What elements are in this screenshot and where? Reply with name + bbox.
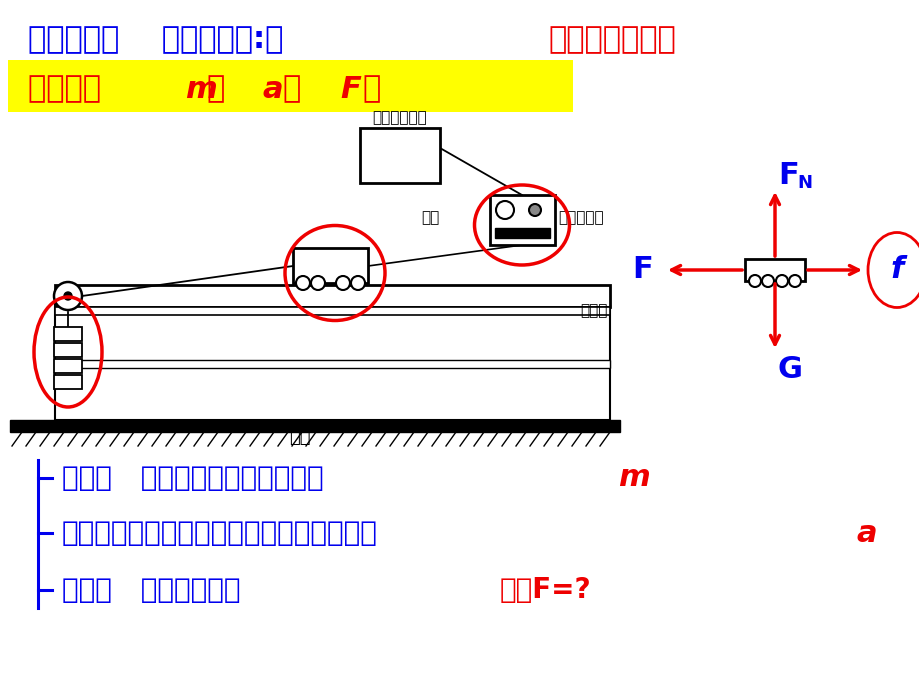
Text: 怎样测量: 怎样测量 <box>28 75 111 104</box>
Text: 打点计时器: 打点计时器 <box>558 210 603 226</box>
Bar <box>54 359 82 373</box>
Text: 水平线: 水平线 <box>579 304 607 319</box>
Bar <box>54 327 82 341</box>
Bar <box>494 228 550 238</box>
Text: 小车：   研究对象，天平称其质量: 小车： 研究对象，天平称其质量 <box>62 464 323 492</box>
Circle shape <box>335 276 349 290</box>
Text: F: F <box>777 161 798 190</box>
Text: 地面: 地面 <box>289 428 311 446</box>
Text: m: m <box>185 75 217 104</box>
Bar <box>54 375 82 389</box>
Text: 打点计时器：测量小车运动过程中的加速度: 打点计时器：测量小车运动过程中的加速度 <box>62 519 378 547</box>
Circle shape <box>311 276 324 290</box>
Bar <box>490 195 554 245</box>
Bar <box>54 343 82 357</box>
Text: f: f <box>890 255 902 284</box>
Text: N: N <box>796 174 811 192</box>
Circle shape <box>748 275 760 287</box>
Bar <box>10 420 619 432</box>
Circle shape <box>789 275 800 287</box>
Text: 合力F=?: 合力F=? <box>499 576 591 604</box>
Circle shape <box>528 204 540 216</box>
Circle shape <box>54 282 82 310</box>
Text: a: a <box>855 518 876 547</box>
Bar <box>55 307 609 315</box>
Bar <box>55 305 609 420</box>
Text: ，: ， <box>283 75 323 104</box>
Text: a: a <box>262 75 282 104</box>
Circle shape <box>64 292 72 300</box>
Circle shape <box>775 275 788 287</box>
Bar <box>55 305 609 307</box>
Text: ？: ？ <box>361 75 380 104</box>
Circle shape <box>351 276 365 290</box>
Text: F: F <box>340 75 360 104</box>
Bar <box>55 360 609 368</box>
Text: F: F <box>632 255 652 284</box>
Text: 钩码：   重力提供拉力: 钩码： 重力提供拉力 <box>62 576 289 604</box>
Text: 实验设计：    参考方案一:用: 实验设计： 参考方案一:用 <box>28 26 283 55</box>
Text: 低压交流电源: 低压交流电源 <box>372 110 427 126</box>
Bar <box>359 128 439 183</box>
Bar <box>55 285 609 307</box>
FancyBboxPatch shape <box>8 60 573 112</box>
Text: ，: ， <box>207 75 246 104</box>
Bar <box>292 248 368 283</box>
Circle shape <box>296 276 310 290</box>
Circle shape <box>495 201 514 219</box>
Circle shape <box>761 275 773 287</box>
Text: G: G <box>777 355 802 384</box>
Text: 纸带: 纸带 <box>420 210 438 226</box>
Text: m: m <box>618 464 649 493</box>
Bar <box>744 259 804 281</box>
Text: 打点计时器探究: 打点计时器探究 <box>548 26 675 55</box>
